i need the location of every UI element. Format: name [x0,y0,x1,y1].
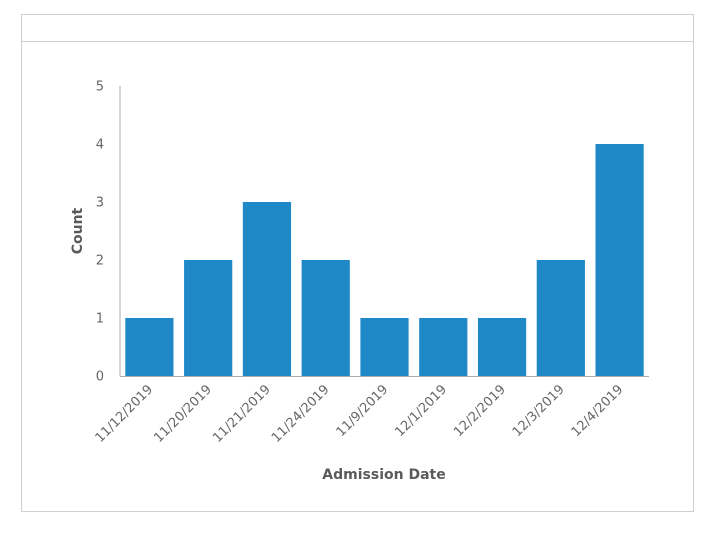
x-tick-label: 11/9/2019 [334,382,392,440]
y-tick-label: 1 [96,312,104,327]
bar[interactable] [536,260,585,376]
x-tick-label: 12/3/2019 [510,382,568,440]
y-axis-ticks: 0 1 2 3 4 5 [96,80,104,385]
x-tick-label: 12/1/2019 [392,382,450,440]
bar[interactable] [477,318,527,376]
bar[interactable] [360,318,409,376]
x-tick-label: 11/12/2019 [93,382,157,446]
bars [125,144,644,376]
x-axis-ticks: 11/12/201911/20/201911/21/201911/24/2019… [93,382,627,446]
bar[interactable] [419,318,468,376]
x-tick-label: 12/4/2019 [569,382,627,440]
bar[interactable] [184,260,233,376]
x-tick-label: 11/20/2019 [151,382,215,446]
bar[interactable] [595,144,644,376]
panel-header [22,15,693,42]
y-tick-label: 2 [96,254,104,269]
x-axis-title: Admission Date [322,467,445,483]
y-axis-title: Count [70,207,86,254]
y-tick-label: 5 [96,80,104,95]
bar[interactable] [125,318,174,376]
x-tick-label: 11/24/2019 [269,382,333,446]
x-tick-label: 11/21/2019 [210,382,274,446]
bar[interactable] [242,202,292,376]
y-tick-label: 3 [96,196,104,211]
bar[interactable] [301,260,350,376]
y-tick-label: 4 [96,138,104,153]
y-tick-label: 0 [96,370,104,385]
x-tick-label: 12/2/2019 [451,382,509,440]
